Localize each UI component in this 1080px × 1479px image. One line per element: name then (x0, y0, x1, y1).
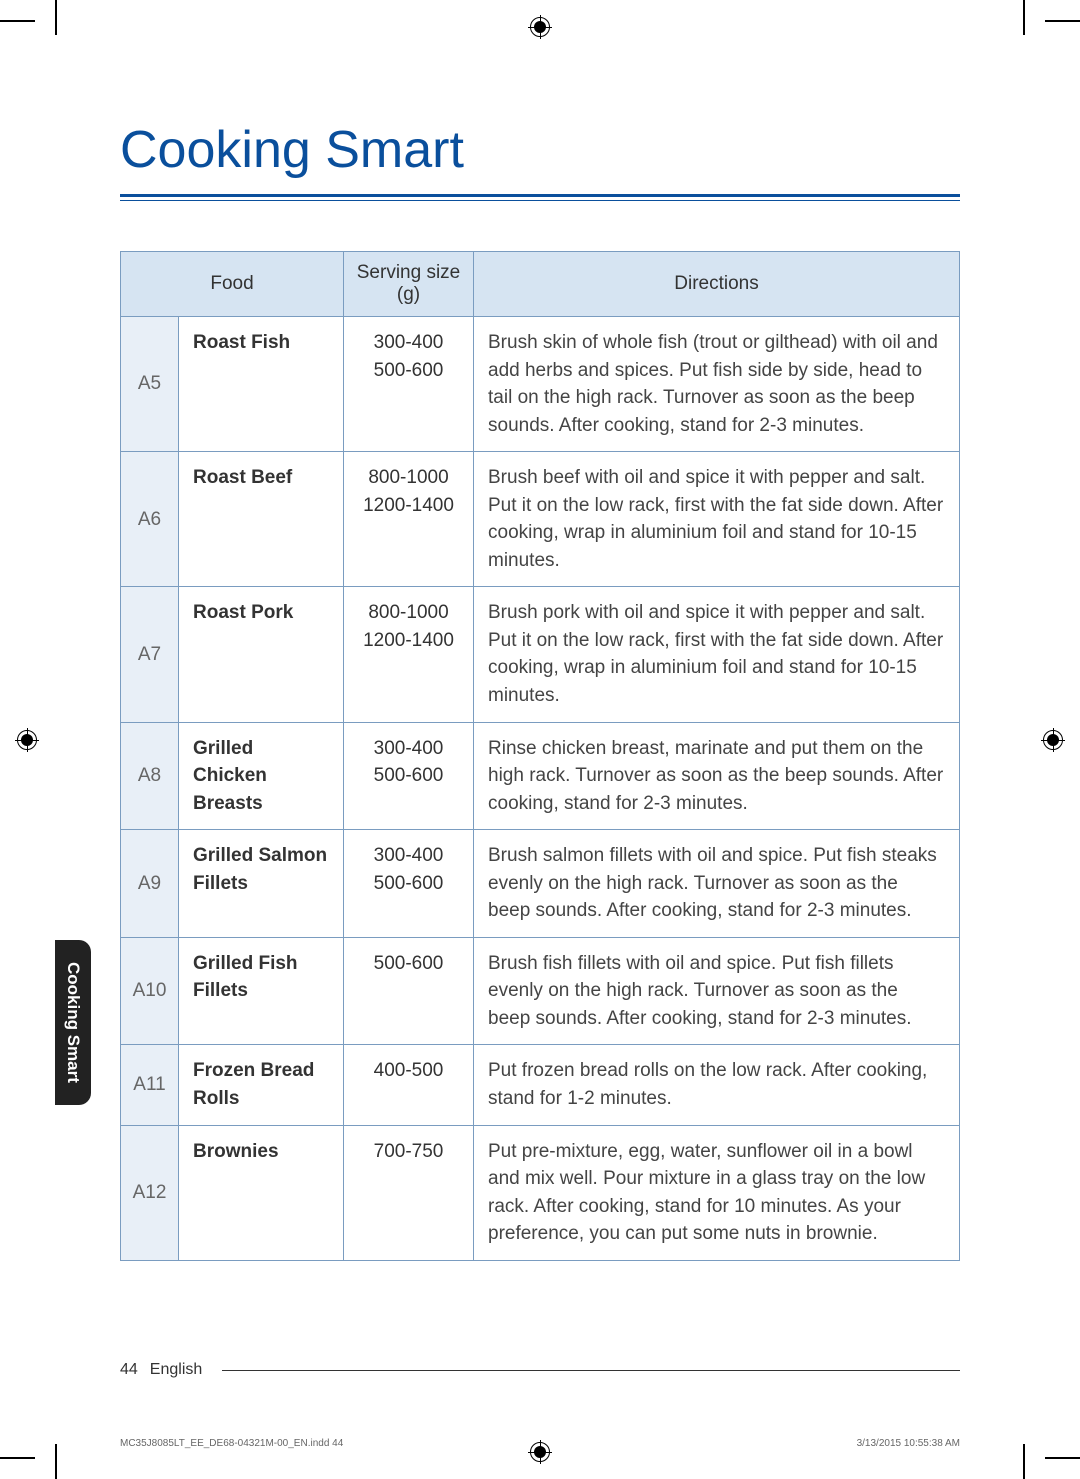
directions-cell: Brush beef with oil and spice it with pe… (474, 452, 960, 587)
table-row: A12Brownies700-750Put pre-mixture, egg, … (121, 1125, 960, 1260)
food-cell: Grilled Salmon Fillets (179, 830, 344, 938)
serving-cell: 300-400500-600 (344, 722, 474, 830)
serving-cell: 500-600 (344, 937, 474, 1045)
code-cell: A8 (121, 722, 179, 830)
language-label: English (150, 1361, 202, 1379)
food-cell: Grilled Fish Fillets (179, 937, 344, 1045)
footer-line (222, 1370, 960, 1371)
header-serving: Serving size (g) (344, 252, 474, 317)
registration-mark (1041, 728, 1065, 752)
directions-cell: Brush skin of whole fish (trout or gilth… (474, 317, 960, 452)
header-directions: Directions (474, 252, 960, 317)
food-cell: Grilled Chicken Breasts (179, 722, 344, 830)
header-food: Food (121, 252, 344, 317)
table-row: A6Roast Beef800-10001200-1400Brush beef … (121, 452, 960, 587)
code-cell: A6 (121, 452, 179, 587)
code-cell: A5 (121, 317, 179, 452)
crop-mark (55, 0, 57, 35)
food-cell: Frozen Bread Rolls (179, 1045, 344, 1125)
food-cell: Brownies (179, 1125, 344, 1260)
code-cell: A11 (121, 1045, 179, 1125)
code-cell: A7 (121, 587, 179, 722)
crop-mark (1023, 0, 1025, 35)
code-cell: A12 (121, 1125, 179, 1260)
directions-cell: Rinse chicken breast, marinate and put t… (474, 722, 960, 830)
code-cell: A10 (121, 937, 179, 1045)
directions-cell: Brush salmon fillets with oil and spice.… (474, 830, 960, 938)
table-row: A9Grilled Salmon Fillets300-400500-600Br… (121, 830, 960, 938)
table-row: A8Grilled Chicken Breasts300-400500-600R… (121, 722, 960, 830)
print-info: MC35J8085LT_EE_DE68-04321M-00_EN.indd 44… (120, 1438, 960, 1449)
code-cell: A9 (121, 830, 179, 938)
directions-cell: Put frozen bread rolls on the low rack. … (474, 1045, 960, 1125)
food-cell: Roast Fish (179, 317, 344, 452)
food-cell: Roast Beef (179, 452, 344, 587)
serving-cell: 400-500 (344, 1045, 474, 1125)
page-number: 44 (120, 1361, 138, 1379)
crop-mark (1023, 1444, 1025, 1479)
page-footer: 44 English (120, 1361, 960, 1379)
crop-mark (1045, 1457, 1080, 1459)
directions-cell: Brush pork with oil and spice it with pe… (474, 587, 960, 722)
table-row: A5Roast Fish300-400500-600Brush skin of … (121, 317, 960, 452)
registration-mark (15, 728, 39, 752)
directions-cell: Brush fish fillets with oil and spice. P… (474, 937, 960, 1045)
print-file: MC35J8085LT_EE_DE68-04321M-00_EN.indd 44 (120, 1438, 343, 1449)
registration-mark (528, 15, 552, 39)
serving-cell: 800-10001200-1400 (344, 587, 474, 722)
serving-cell: 300-400500-600 (344, 317, 474, 452)
directions-cell: Put pre-mixture, egg, water, sunflower o… (474, 1125, 960, 1260)
crop-mark (0, 20, 35, 22)
table-row: A11Frozen Bread Rolls400-500Put frozen b… (121, 1045, 960, 1125)
food-cell: Roast Pork (179, 587, 344, 722)
serving-cell: 300-400500-600 (344, 830, 474, 938)
side-tab: Cooking Smart (55, 940, 91, 1105)
page-title: Cooking Smart (120, 120, 960, 180)
serving-cell: 700-750 (344, 1125, 474, 1260)
title-underline (120, 194, 960, 201)
crop-mark (1045, 20, 1080, 22)
crop-mark (55, 1444, 57, 1479)
table-row: A7Roast Pork800-10001200-1400Brush pork … (121, 587, 960, 722)
cooking-table: Food Serving size (g) Directions A5Roast… (120, 251, 960, 1261)
crop-mark (0, 1457, 35, 1459)
table-row: A10Grilled Fish Fillets500-600Brush fish… (121, 937, 960, 1045)
serving-cell: 800-10001200-1400 (344, 452, 474, 587)
print-date: 3/13/2015 10:55:38 AM (857, 1438, 960, 1449)
